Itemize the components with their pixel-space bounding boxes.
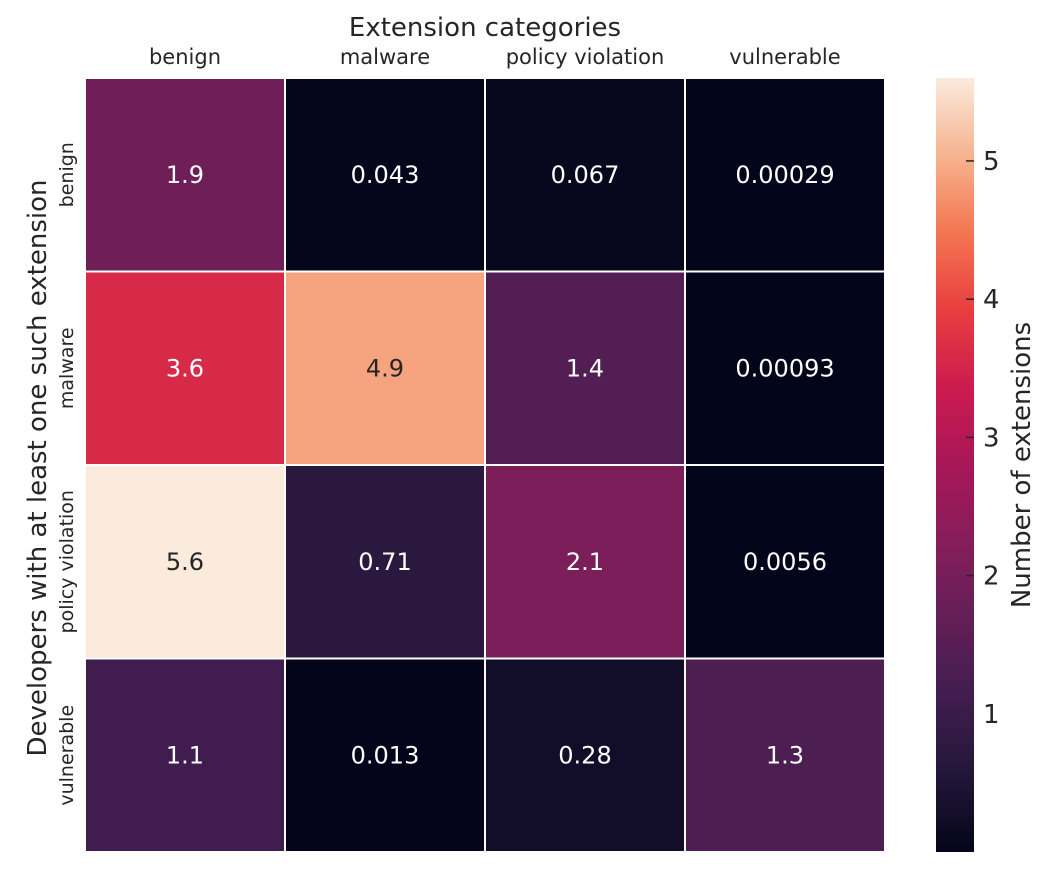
cell-annotation: 0.067 [551, 161, 620, 189]
colorbar-tick-label: 4 [983, 285, 1000, 315]
cell-annotation: 3.6 [166, 354, 204, 382]
x-tick-labels: benign malware policy violation vulnerable [149, 45, 841, 69]
heatmap-cells: 1.9 0.043 0.067 0.00029 3.6 4.9 1.4 0.00093 5.6 0… [84, 77, 886, 853]
colorbar-tick-label: 5 [983, 147, 1000, 177]
cell-annotation: 1.3 [766, 741, 804, 769]
cell-annotation: 2.1 [566, 548, 604, 576]
colorbar-tick-label: 2 [983, 562, 1000, 592]
cell-annotation: 0.0056 [743, 548, 827, 576]
heatmap-cell [284, 77, 486, 273]
cell-annotation: 0.00029 [735, 161, 834, 189]
heatmap-cell [684, 657, 886, 853]
heatmap-cell [84, 77, 286, 273]
cell-annotation: 4.9 [366, 354, 404, 382]
x-tick-label: benign [149, 45, 221, 69]
colorbar [936, 78, 974, 852]
cell-annotation: 0.013 [351, 741, 420, 769]
y-axis-title: Developers with at least one such extens… [23, 180, 53, 757]
y-tick-label: malware [56, 327, 78, 409]
y-tick-label: benign [56, 142, 78, 207]
cell-annotation: 1.9 [166, 161, 204, 189]
cell-annotation: 0.00093 [735, 354, 834, 382]
cell-annotation: 1.1 [166, 741, 204, 769]
heatmap-cell [84, 657, 286, 853]
cell-annotation: 0.71 [358, 548, 411, 576]
heatmap-cell [84, 270, 286, 466]
colorbar-ticks: 1 2 3 4 5 [966, 147, 1000, 730]
heatmap-cell [684, 77, 886, 273]
heatmap-cell [684, 270, 886, 466]
heatmap-cell [284, 657, 486, 853]
x-axis-title: Extension categories [349, 13, 621, 43]
y-tick-label: policy violation [56, 490, 78, 633]
colorbar-label: Number of extensions [1007, 322, 1037, 608]
x-tick-label: malware [340, 45, 430, 69]
x-tick-label: policy violation [506, 45, 665, 69]
x-tick-label: vulnerable [729, 45, 840, 69]
cell-annotation: 5.6 [166, 548, 204, 576]
heatmap-cell [484, 77, 686, 273]
colorbar-tick-label: 3 [983, 423, 1000, 453]
cell-annotation: 1.4 [566, 354, 604, 382]
cell-annotation: 0.043 [351, 161, 420, 189]
heatmap-cell [284, 464, 486, 660]
cell-annotation: 0.28 [558, 741, 611, 769]
y-tick-label: vulnerable [56, 705, 78, 806]
colorbar-tick-label: 1 [983, 700, 1000, 730]
heatmap-cell [284, 270, 486, 466]
y-tick-labels: benign malware policy violation vulnerable [56, 142, 78, 805]
heatmap-cell [684, 464, 886, 660]
heatmap-cell [484, 657, 686, 853]
